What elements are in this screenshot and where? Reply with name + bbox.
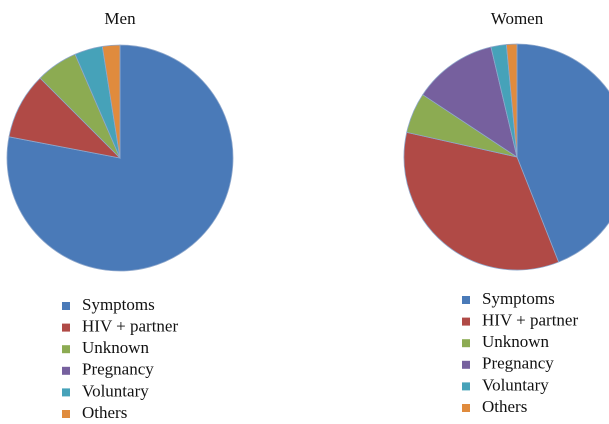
legend-label: Pregnancy [82,360,154,379]
legend-label: Others [82,403,127,422]
legend-label: Symptoms [82,295,155,314]
pie-slice [101,44,121,159]
legend-label: Voluntary [82,381,149,400]
pie-slice [403,131,560,271]
legend-swatch [62,323,70,332]
legend-swatch [462,382,470,391]
legend-label: Symptoms [482,289,555,308]
legend-swatch [62,366,70,375]
legend-label: Others [482,397,527,416]
legend-swatch [62,345,70,354]
legend-swatch [462,317,470,326]
legend-swatch [62,410,70,418]
legend-swatch [62,388,70,397]
pie-slice [422,46,518,158]
chart-title: Women [491,9,544,28]
legend-swatch [462,360,470,369]
legend-swatch [462,404,470,412]
pie-slice [516,43,609,263]
chart-title: Men [104,9,136,28]
legend-label: Unknown [82,338,150,357]
legend-label: Pregnancy [482,354,554,373]
legend-swatch [462,296,470,304]
legend-label: HIV + partner [82,317,178,336]
legend-swatch [462,339,470,348]
legend-label: Unknown [482,332,550,351]
legend-swatch [62,302,70,310]
legend-label: Voluntary [482,375,549,394]
pie-slice [505,43,518,158]
legend-label: HIV + partner [482,311,578,330]
